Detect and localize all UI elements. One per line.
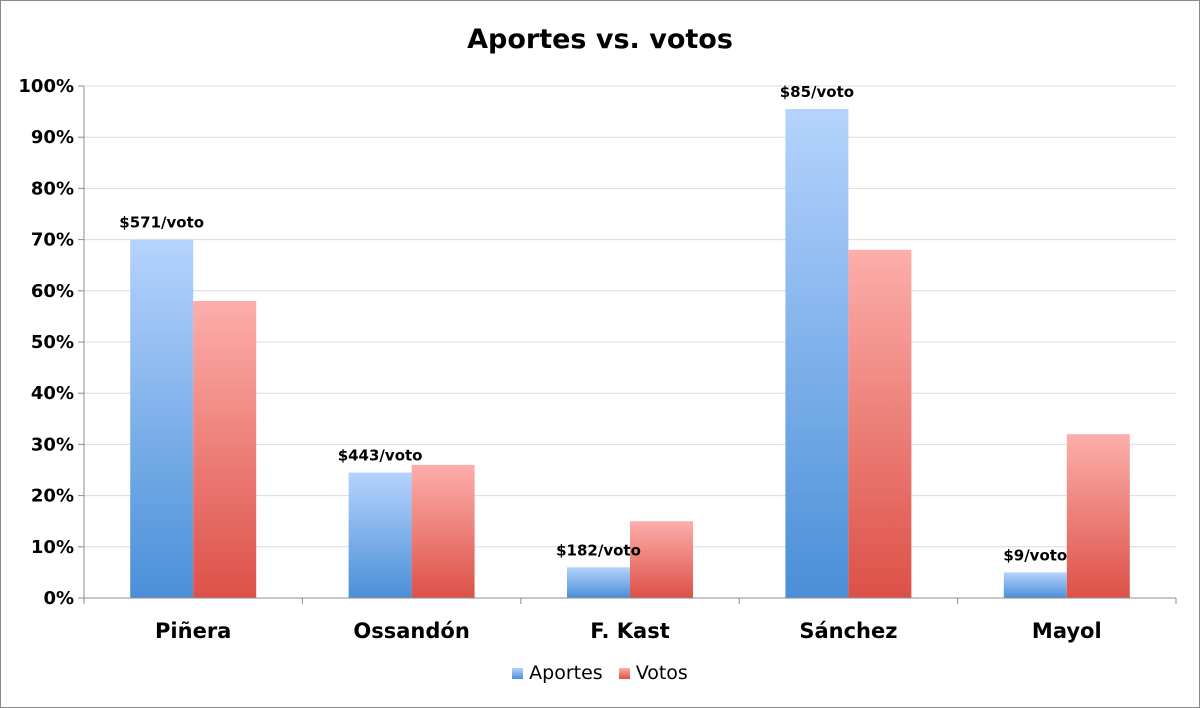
legend: Aportes Votos	[0, 662, 1200, 684]
bar-aportes	[130, 239, 194, 598]
y-tick-label: 0%	[43, 588, 74, 609]
y-tick-label: 100%	[18, 76, 74, 97]
y-tick-label: 20%	[31, 486, 74, 507]
legend-item-aportes: Aportes	[512, 662, 603, 684]
bar-aportes	[785, 109, 849, 598]
y-tick-label: 90%	[31, 127, 74, 148]
chart-title: Aportes vs. votos	[467, 24, 733, 55]
data-label: $571/voto	[119, 214, 204, 232]
x-tick-label: Piñera	[155, 619, 231, 643]
bar-votos	[193, 301, 257, 598]
bar-aportes	[348, 472, 412, 598]
y-tick-label: 30%	[31, 434, 74, 455]
y-tick-label: 70%	[31, 230, 74, 251]
data-label: $443/voto	[338, 447, 423, 465]
bar-votos	[1066, 434, 1130, 598]
y-tick-label: 50%	[31, 332, 74, 353]
legend-label-votos: Votos	[635, 662, 688, 684]
bar-votos	[848, 249, 912, 598]
data-label: $182/voto	[556, 541, 641, 559]
bar-aportes	[567, 567, 630, 598]
y-tick-label: 60%	[31, 281, 74, 302]
legend-swatch-aportes	[512, 667, 524, 679]
x-tick-label: Sánchez	[799, 619, 897, 643]
legend-item-votos: Votos	[618, 662, 688, 684]
x-tick-label: Ossandón	[353, 619, 469, 643]
x-tick-label: Mayol	[1032, 619, 1102, 643]
legend-swatch-votos	[618, 667, 630, 679]
data-label: $9/voto	[1003, 546, 1067, 564]
bar-votos	[630, 521, 693, 598]
y-tick-label: 10%	[31, 537, 74, 558]
y-tick-label: 40%	[31, 383, 74, 404]
legend-label-aportes: Aportes	[529, 662, 603, 684]
bar-votos	[411, 464, 475, 598]
y-tick-label: 80%	[31, 178, 74, 199]
data-label: $85/voto	[780, 83, 854, 101]
bar-aportes	[1003, 572, 1067, 598]
x-tick-label: F. Kast	[590, 619, 670, 643]
